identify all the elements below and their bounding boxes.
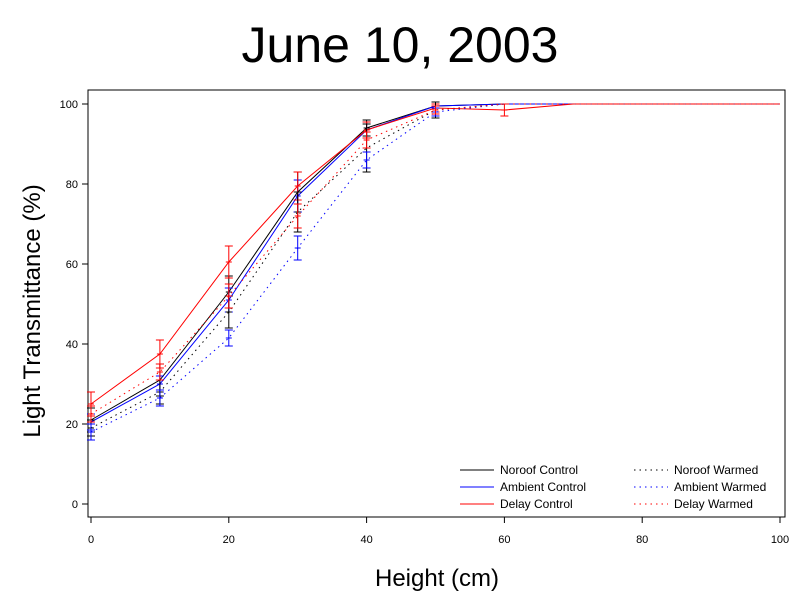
series-line [90, 103, 780, 423]
x-tick-label: 80 [636, 534, 648, 546]
series-line [90, 103, 780, 421]
legend-label: Ambient Control [500, 480, 586, 494]
series-ambient-control [87, 103, 780, 431]
y-tick-label: 60 [66, 259, 78, 271]
series-noroof-warmed [87, 101, 780, 437]
chart-title: June 10, 2003 [242, 17, 559, 73]
legend-label: Delay Control [500, 497, 573, 511]
y-axis: 0 20 40 60 80 100 [60, 99, 88, 511]
x-tick-label: 0 [88, 534, 94, 546]
y-tick-label: 100 [60, 99, 78, 111]
legend-label: Noroof Warmed [674, 463, 758, 477]
x-axis: 0 20 40 60 80 100 [88, 517, 789, 546]
y-tick-label: 0 [72, 499, 78, 511]
series-line [90, 103, 780, 405]
x-tick-label: 40 [360, 534, 372, 546]
series-line [90, 103, 780, 429]
x-tick-label: 60 [498, 534, 510, 546]
y-tick-label: 40 [66, 339, 78, 351]
series-line [90, 103, 780, 433]
series-delay-control [87, 103, 780, 417]
series-delay-warmed [87, 103, 780, 423]
plot-frame [87, 89, 786, 518]
x-tick-label: 20 [223, 534, 235, 546]
series-noroof-control [87, 103, 780, 433]
legend-label: Ambient Warmed [674, 480, 766, 494]
series-ambient-warmed [87, 103, 780, 441]
y-tick-label: 80 [66, 179, 78, 191]
x-tick-label: 100 [771, 534, 789, 546]
y-tick-label: 20 [66, 419, 78, 431]
x-axis-label: Height (cm) [375, 565, 499, 592]
legend-label: Delay Warmed [674, 497, 753, 511]
y-axis-label: Light Transmittance (%) [19, 184, 46, 437]
legend-label: Noroof Control [500, 463, 578, 477]
legend: Noroof Control Ambient Control Delay Contr… [460, 463, 766, 511]
series-layer [87, 101, 780, 441]
series-line [90, 103, 780, 415]
